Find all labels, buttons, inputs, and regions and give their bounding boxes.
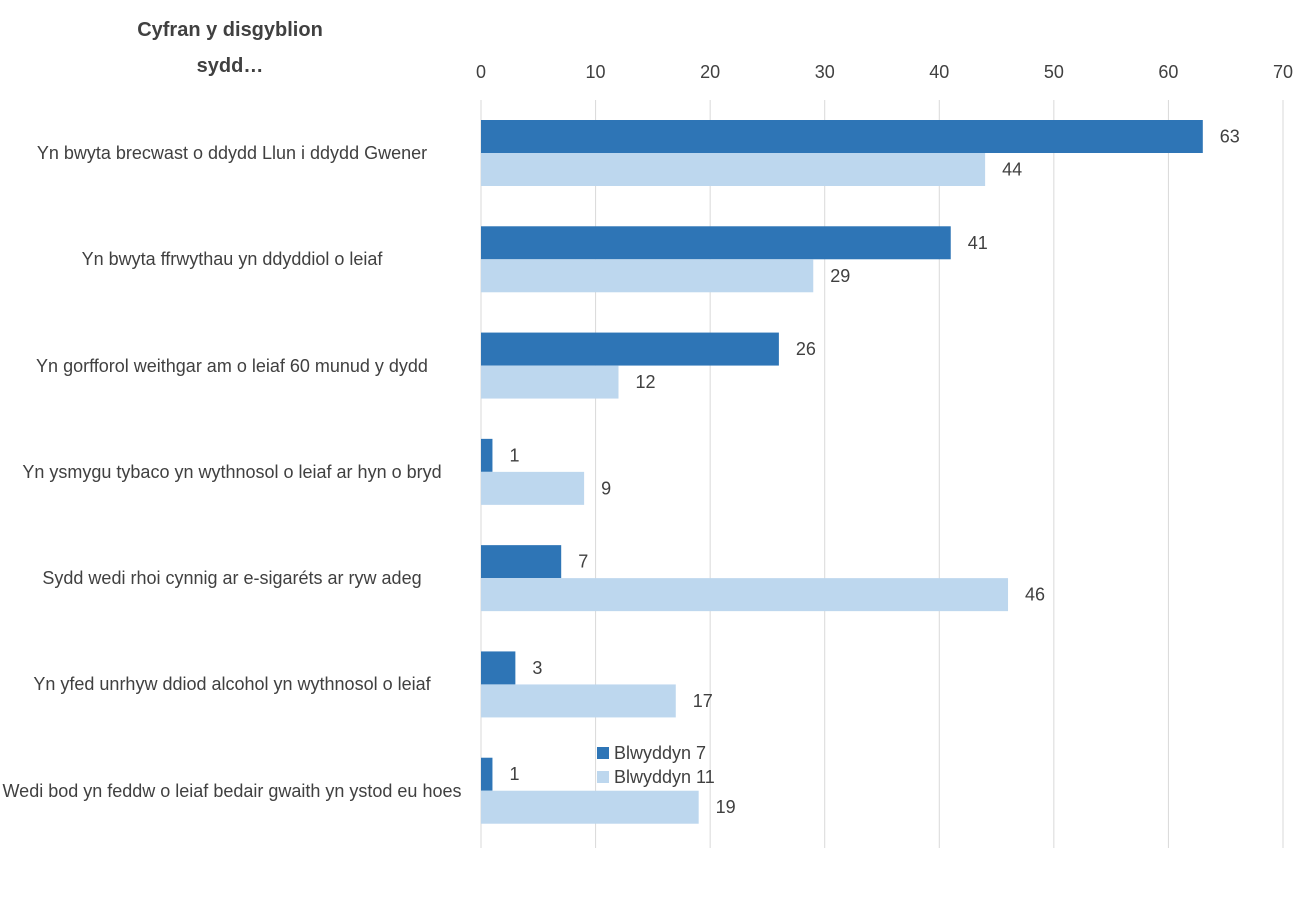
data-label: 63 [1220,127,1240,147]
data-label: 26 [796,339,816,359]
legend: Blwyddyn 7 Blwyddyn 11 [597,741,715,789]
data-label: 44 [1002,160,1022,180]
category-label: Yn bwyta ffrwythau yn ddyddiol o leiaf [81,249,383,270]
legend-swatch [597,771,609,783]
bar-blwyddyn-7 [481,332,779,366]
data-label: 12 [635,372,655,392]
legend-label: Blwyddyn 11 [614,766,715,787]
data-label: 41 [968,233,988,253]
data-label: 1 [509,764,519,784]
bar-blwyddyn-11 [481,684,676,718]
data-label: 29 [830,266,850,286]
data-label: 9 [601,478,611,498]
bar-blwyddyn-11 [481,153,986,186]
bar-blwyddyn-11 [481,259,814,293]
category-label: Wedi bod yn feddw o leiaf bedair gwaith … [2,780,462,801]
legend-item-series-1: Blwyddyn 7 [597,741,715,765]
data-label: 46 [1025,585,1045,605]
data-label: 3 [532,658,542,678]
x-tick-label: 70 [1273,62,1293,82]
legend-swatch [597,747,609,759]
bar-blwyddyn-11 [481,790,699,824]
bar-blwyddyn-7 [481,757,493,791]
bar-blwyddyn-11 [481,578,1009,612]
data-label: 7 [578,552,588,572]
category-label: Sydd wedi rhoi cynnig ar e-sigaréts ar r… [42,568,422,589]
chart-title: Cyfran y disgyblion sydd… [137,19,323,77]
category-label: Yn yfed unrhyw ddiod alcohol yn wythnoso… [33,674,431,695]
bar-blwyddyn-7 [481,226,951,260]
x-tick-label: 10 [586,62,606,82]
category-label: Yn bwyta brecwast o ddydd Llun i ddydd G… [36,143,428,163]
x-tick-label: 50 [1044,62,1064,82]
x-tick-label: 40 [929,62,949,82]
category-label: Yn gorfforol weithgar am o leiaf 60 munu… [36,355,428,376]
category-label: Yn ysmygu tybaco yn wythnosol o leiaf ar… [22,461,442,482]
legend-label: Blwyddyn 7 [614,742,707,763]
data-label: 17 [693,691,713,711]
data-label: 1 [509,445,519,465]
x-tick-label: 0 [476,62,486,82]
legend-item-series-2: Blwyddyn 11 [597,765,715,789]
x-tick-label: 20 [700,62,720,82]
bar-blwyddyn-7 [481,120,1203,153]
bar-blwyddyn-11 [481,471,585,505]
x-tick-label: 60 [1158,62,1178,82]
bar-blwyddyn-11 [481,365,619,399]
data-label: 19 [716,797,736,817]
bar-blwyddyn-7 [481,438,493,472]
x-tick-label: 30 [815,62,835,82]
bar-blwyddyn-7 [481,651,516,685]
bar-blwyddyn-7 [481,545,562,579]
